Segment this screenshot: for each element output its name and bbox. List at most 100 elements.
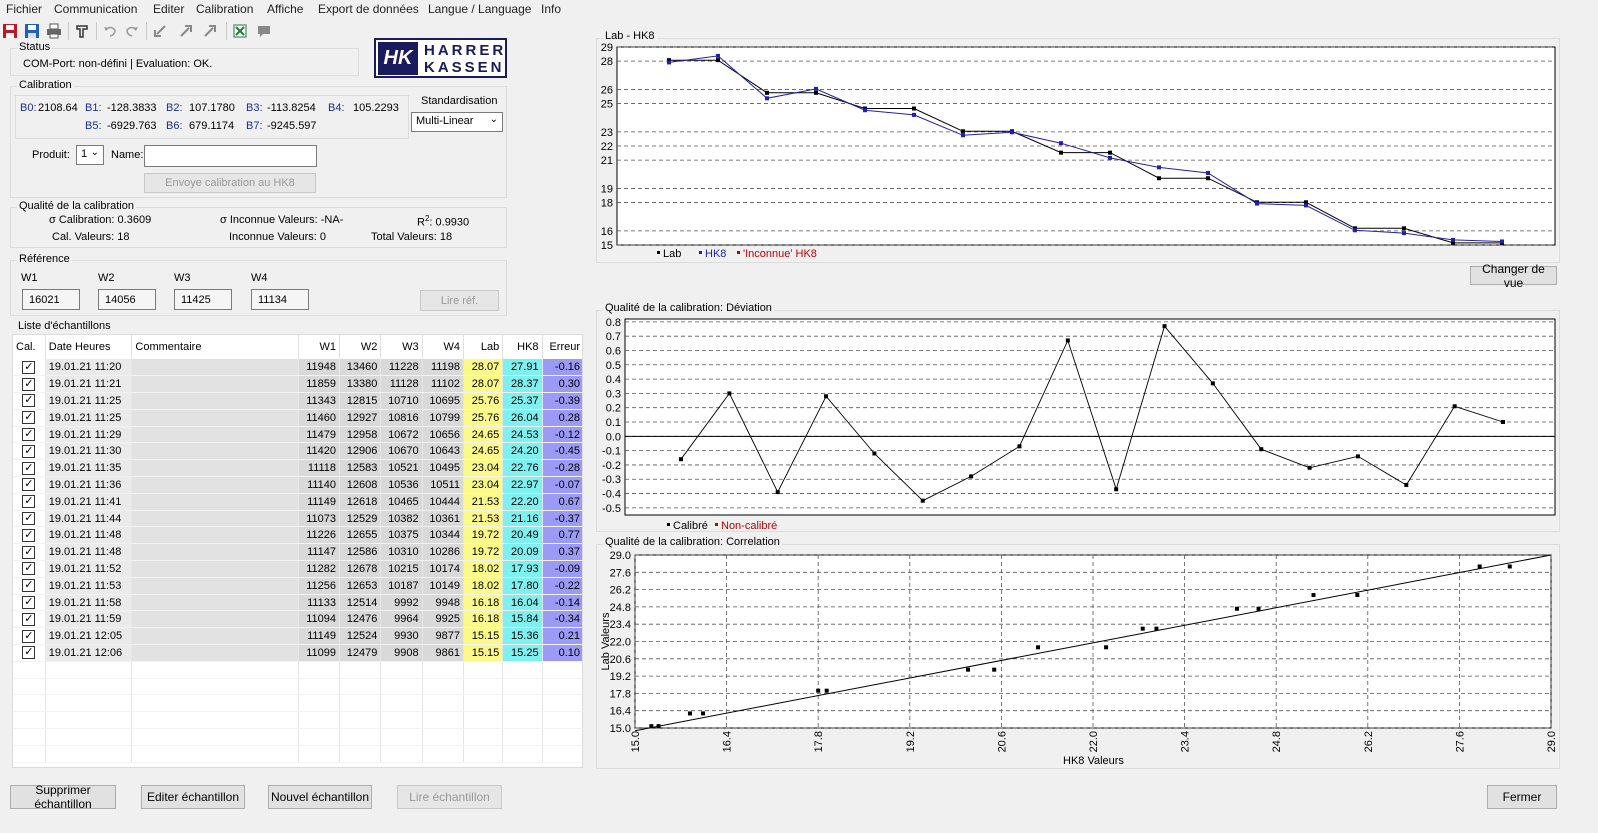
- column-header-commentaire[interactable]: Commentaire: [131, 335, 299, 359]
- table-row[interactable]: ✓ 19.01.21 11:48 11226 12655 10375 10344 19.72…: [13, 526, 582, 545]
- read-reference-button[interactable]: Lire réf.: [420, 290, 499, 311]
- x-tick-label: 27.6: [1454, 731, 1466, 752]
- table-row[interactable]: ✓ 19.01.21 11:20 11948 13460 11228 11198 28.07…: [13, 359, 582, 377]
- table-row[interactable]: ✓ 19.01.21 11:25 11460 12927 10816 10799 25.76…: [13, 409, 582, 427]
- empty-row: [13, 694, 582, 713]
- data-point: [1507, 564, 1512, 569]
- w2-cell: 13460: [339, 359, 382, 377]
- cal-cell: ✓: [13, 476, 46, 494]
- delete-sample-button[interactable]: Supprimer échantillon: [10, 783, 116, 811]
- cal-checkbox[interactable]: ✓: [22, 360, 36, 374]
- menu-communication[interactable]: Communication: [54, 2, 138, 16]
- table-row[interactable]: ✓ 19.01.21 11:59 11094 12476 9964 9925 16.18 15…: [13, 610, 582, 629]
- cal-checkbox[interactable]: ✓: [22, 461, 36, 475]
- cal-checkbox[interactable]: ✓: [22, 579, 36, 593]
- cal-checkbox[interactable]: ✓: [22, 512, 36, 526]
- menu-editer[interactable]: Editer: [153, 2, 185, 16]
- cal-checkbox[interactable]: ✓: [22, 612, 36, 626]
- cal-checkbox[interactable]: ✓: [22, 528, 36, 542]
- table-row[interactable]: ✓ 19.01.21 11:35 11118 12583 10521 10495 23.04…: [13, 459, 582, 478]
- export-icon[interactable]: [176, 21, 196, 41]
- table-row[interactable]: ✓ 19.01.21 11:25 11343 12815 10710 10695 25.76…: [13, 392, 582, 410]
- table-row[interactable]: ✓ 19.01.21 11:52 11282 12678 10215 10174 18.02…: [13, 560, 582, 578]
- column-header-w2[interactable]: W2: [339, 335, 382, 359]
- w4-field[interactable]: 11134: [251, 289, 309, 310]
- name-input[interactable]: [144, 145, 317, 167]
- column-header-date-heures[interactable]: Date Heures: [45, 335, 133, 359]
- cal-checkbox[interactable]: ✓: [22, 394, 36, 408]
- column-header-w4[interactable]: W4: [422, 335, 464, 359]
- column-header-w1[interactable]: W1: [298, 335, 341, 359]
- table-row[interactable]: ✓ 19.01.21 11:30 11420 12906 10670 10643 24.65…: [13, 442, 582, 461]
- new-sample-button[interactable]: Nouvel échantillon: [268, 785, 372, 809]
- save-icon[interactable]: [22, 21, 42, 41]
- coeff-b5-value: -6929.763: [107, 120, 157, 132]
- excel-icon[interactable]: [230, 21, 250, 41]
- table-row[interactable]: ✓ 19.01.21 11:41 11149 12618 10465 10444 21.53…: [13, 493, 582, 511]
- export-icon[interactable]: [200, 21, 220, 41]
- import-icon[interactable]: [150, 21, 170, 41]
- table-row[interactable]: ✓ 19.01.21 12:05 11149 12524 9930 9877 15.15 15…: [13, 627, 582, 646]
- cal-checkbox[interactable]: ✓: [22, 377, 36, 391]
- read-sample-button[interactable]: Lire échantillon: [397, 785, 502, 809]
- menu-info[interactable]: Info: [541, 2, 562, 16]
- table-row[interactable]: ✓ 19.01.21 11:21 11859 13380 11128 11102 28.07…: [13, 375, 582, 394]
- cal-checkbox[interactable]: ✓: [22, 495, 36, 509]
- table-row[interactable]: ✓ 19.01.21 11:58 11133 12514 9992 9948 16.18 16…: [13, 594, 582, 612]
- date-cell: 19.01.21 11:58: [45, 594, 133, 612]
- w1-cell: 11282: [298, 560, 341, 578]
- print-icon[interactable]: [44, 21, 64, 41]
- y-tick-label: 21: [601, 155, 613, 167]
- legend-marker: [699, 251, 702, 254]
- comment-icon[interactable]: [254, 21, 274, 41]
- y-tick-label: 28: [601, 56, 613, 68]
- w3-field[interactable]: 11425: [174, 289, 232, 310]
- change-view-button[interactable]: Changer de vue: [1470, 262, 1557, 290]
- table-row[interactable]: ✓ 19.01.21 11:29 11479 12958 10672 10656 24.65…: [13, 426, 582, 444]
- column-header-cal[interactable]: Cal.: [13, 335, 46, 359]
- cal-cell: ✓: [13, 594, 46, 612]
- column-header-erreur[interactable]: Erreur: [542, 335, 582, 359]
- redo-icon[interactable]: [122, 21, 142, 41]
- menu-export-de-donn-es[interactable]: Export de données: [318, 2, 419, 16]
- close-button[interactable]: Fermer: [1487, 785, 1557, 809]
- correlation-chart-box: Qualité de la calibration: Correlation 2…: [596, 536, 1560, 769]
- table-row[interactable]: ✓ 19.01.21 11:36 11140 12608 10536 10511 23.04…: [13, 476, 582, 494]
- produit-select[interactable]: 1 ⌄: [76, 145, 104, 165]
- w1-field[interactable]: 16021: [22, 289, 80, 310]
- menu-calibration[interactable]: Calibration: [196, 2, 254, 16]
- column-header-w3[interactable]: W3: [380, 335, 423, 359]
- menu-langue-language[interactable]: Langue / Language: [428, 2, 532, 16]
- cal-checkbox[interactable]: ✓: [22, 545, 36, 559]
- standardisation-select[interactable]: Multi-Linear ⌄: [411, 112, 503, 132]
- hk8-cell: 17.80: [502, 577, 543, 595]
- cal-checkbox[interactable]: ✓: [22, 478, 36, 492]
- cal-checkbox[interactable]: ✓: [22, 629, 36, 643]
- table-row[interactable]: ✓ 19.01.21 11:48 11147 12586 10310 10286 19.72…: [13, 543, 582, 562]
- exit-icon[interactable]: [0, 21, 20, 41]
- menu-affiche[interactable]: Affiche: [267, 2, 304, 16]
- cal-checkbox[interactable]: ✓: [22, 411, 36, 425]
- send-calibration-button[interactable]: Envoye calibration au HK8: [144, 173, 316, 193]
- column-header-hk8[interactable]: HK8: [502, 335, 543, 359]
- table-row[interactable]: ✓ 19.01.21 12:06 11099 12479 9908 9861 15.15 15…: [13, 644, 582, 662]
- menu-fichier[interactable]: Fichier: [6, 2, 43, 16]
- w3-cell: 10672: [380, 426, 423, 444]
- edit-sample-button[interactable]: Editer échantillon: [141, 785, 245, 809]
- cal-checkbox[interactable]: ✓: [22, 562, 36, 576]
- data-point: [1036, 645, 1041, 650]
- cal-checkbox[interactable]: ✓: [22, 444, 36, 458]
- error-cell: -0.28: [542, 459, 582, 478]
- undo-icon[interactable]: [100, 21, 120, 41]
- cal-checkbox[interactable]: ✓: [22, 596, 36, 610]
- w2-field[interactable]: 14056: [98, 289, 156, 310]
- cal-checkbox[interactable]: ✓: [22, 646, 36, 660]
- y-tick-label: 0.0: [606, 431, 621, 443]
- table-row[interactable]: ✓ 19.01.21 11:44 11073 12529 10382 10361 21.53…: [13, 510, 582, 528]
- y-tick-label: 23: [601, 127, 613, 139]
- table-row[interactable]: ✓ 19.01.21 11:53 11256 12653 10187 10149 18.02…: [13, 577, 582, 595]
- cal-checkbox[interactable]: ✓: [22, 428, 36, 442]
- device-icon[interactable]: [72, 21, 92, 41]
- column-header-lab[interactable]: Lab: [463, 335, 504, 359]
- data-point-lab: [1108, 150, 1112, 155]
